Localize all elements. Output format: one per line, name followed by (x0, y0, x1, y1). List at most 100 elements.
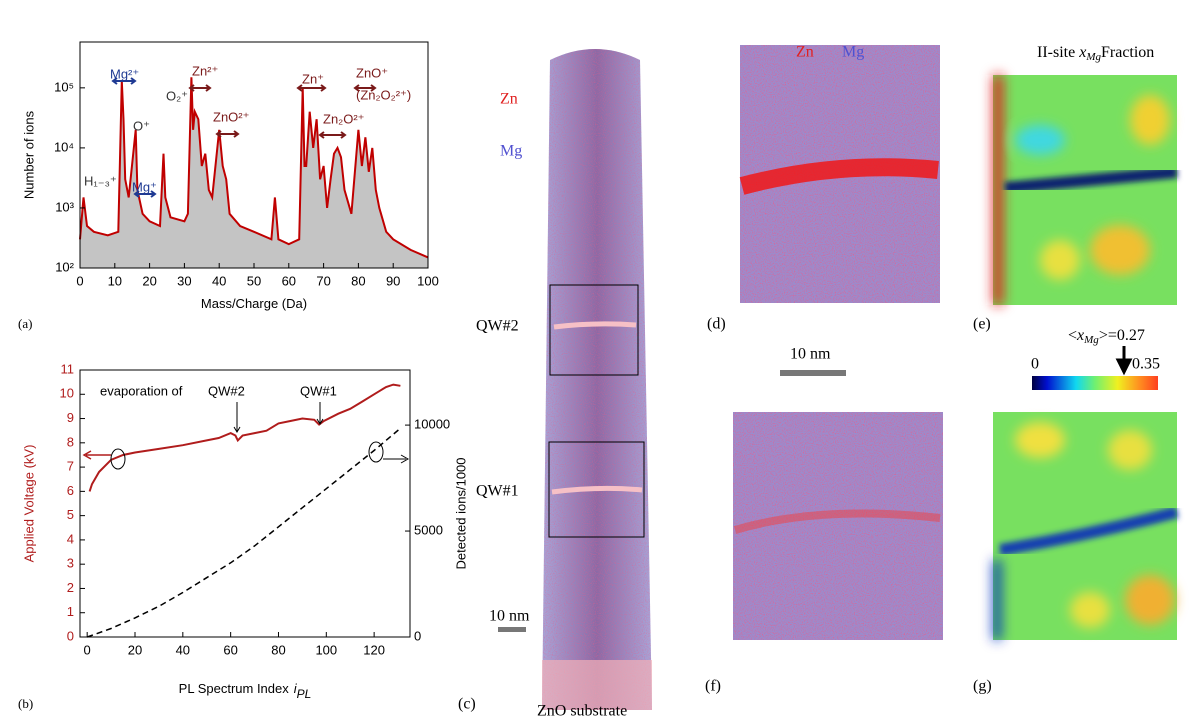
ion-range-arrow (296, 84, 327, 92)
x-axis-text: PL Spectrum Index (179, 681, 290, 696)
tip-image (498, 49, 652, 710)
y-tick-label: 2 (67, 580, 74, 595)
line (88, 383, 401, 492)
ion-range-arrow (215, 130, 240, 138)
mean-arrow (1115, 346, 1133, 376)
x-tick-label: 50 (247, 273, 261, 288)
annotation: ZnO²⁺ (213, 109, 249, 124)
x-axis-var: i (294, 681, 298, 696)
ion-range-arrow (318, 131, 347, 139)
annotation: QW#1 (300, 383, 337, 398)
y-axis-label: Number of ions (21, 110, 36, 199)
element-label: Zn (500, 91, 518, 108)
panel-label: (e) (973, 316, 991, 333)
y-tick-label: 10⁴ (54, 139, 74, 154)
y-tick-label: 10² (55, 259, 74, 274)
x-tick-label: 60 (223, 642, 237, 657)
series-arrow (383, 454, 410, 464)
title-var: x (1078, 44, 1086, 61)
x-tick-label: 30 (177, 273, 191, 288)
y-axis-label: Applied Voltage (kV) (21, 445, 36, 563)
ion-range-arrow (133, 190, 157, 198)
y-tick-label: 11 (61, 361, 75, 376)
x-tick-label: 0 (76, 273, 83, 288)
series-arrow (82, 450, 111, 460)
y2-tick-label: 0 (414, 628, 421, 643)
annotation: evaporation of (100, 383, 183, 398)
panel-label: (g) (973, 678, 992, 695)
arrows (82, 77, 410, 470)
x-tick-label: 120 (363, 642, 385, 657)
fraction-map (993, 75, 1178, 305)
panel-label: (b) (18, 696, 33, 711)
substrate-label: ZnO substrate (537, 703, 627, 720)
ion-range-arrow (353, 84, 377, 92)
x-tick-label: 100 (417, 273, 439, 288)
mean-label: <xMg>=0.27 (1068, 327, 1145, 346)
x-tick-label: 0 (84, 642, 91, 657)
title-text: II-site (1037, 44, 1075, 61)
panel-label: (a) (18, 316, 32, 331)
y-tick-label: 6 (67, 483, 74, 498)
plot-frame (79, 369, 411, 638)
x-tick-label: 70 (316, 273, 330, 288)
x-tick-label: 20 (142, 273, 156, 288)
x-tick-label: 100 (315, 642, 337, 657)
line (79, 77, 429, 259)
colorbar-label: 0.35 (1132, 356, 1160, 373)
x-axis-label: PL Spectrum Index iPL (179, 681, 312, 701)
scale-bar (780, 370, 846, 376)
title-text: Fraction (1101, 44, 1154, 61)
mean-value: 0.27 (1117, 327, 1145, 344)
qw-arrow (233, 402, 241, 433)
x-tick-label: 40 (212, 273, 226, 288)
map-title: II-site xMgFraction (1037, 44, 1154, 63)
ion-range-arrow (111, 77, 137, 85)
y-tick-label: 1 (67, 604, 74, 619)
y-tick-label: 7 (67, 459, 74, 474)
y-tick-label: 10³ (55, 199, 74, 214)
annotation: Zn₂O²⁺ (323, 111, 365, 126)
panel-label: (f) (705, 678, 721, 695)
colorbar (1032, 376, 1158, 390)
mean-text: < (1068, 327, 1077, 344)
x-axis-text: Mass/Charge (Da) (201, 296, 307, 311)
atom-map (733, 412, 943, 640)
annotation: ZnO⁺ (356, 65, 388, 80)
y-tick-label: 4 (67, 531, 74, 546)
annotation: Zn⁺ (302, 71, 324, 86)
mean-sub: Mg (1083, 334, 1099, 346)
ion-range-arrow (188, 84, 212, 92)
y-tick-label: 9 (67, 410, 74, 425)
atom-map (739, 45, 940, 303)
x-tick-label: 40 (176, 642, 190, 657)
x-tick-label: 20 (128, 642, 142, 657)
scale-label: 10 nm (790, 346, 831, 363)
qw-label: QW#2 (476, 318, 519, 335)
annotation: O₂⁺ (166, 88, 188, 103)
x-tick-label: 90 (386, 273, 400, 288)
colorbar-label: 0 (1031, 356, 1039, 373)
x-axis-sub: PL (297, 687, 312, 701)
qw-label: QW#1 (476, 483, 519, 500)
x-tick-label: 80 (351, 273, 365, 288)
element-label: Mg (842, 44, 864, 61)
annotation: Zn²⁺ (192, 63, 218, 78)
qw-arrow (316, 402, 324, 425)
y-tick-label: 0 (67, 628, 74, 643)
y2-tick-label: 5000 (414, 522, 443, 537)
y-tick-label: 5 (67, 507, 74, 522)
panel-label: (c) (458, 696, 476, 713)
series-marker (110, 448, 126, 470)
annotation: H₁₋₃⁺ (84, 173, 117, 188)
area (80, 77, 428, 268)
annotation: O⁺ (133, 118, 150, 133)
x-tick-label: 80 (271, 642, 285, 657)
y-tick-label: 10 (60, 386, 74, 401)
x-axis-label: Mass/Charge (Da) (201, 296, 307, 311)
y-tick-label: 10⁵ (54, 79, 74, 94)
title-sub: Mg (1085, 51, 1101, 63)
y-tick-label: 8 (67, 434, 74, 449)
annotation: (Zn₂O₂²⁺) (356, 87, 411, 102)
